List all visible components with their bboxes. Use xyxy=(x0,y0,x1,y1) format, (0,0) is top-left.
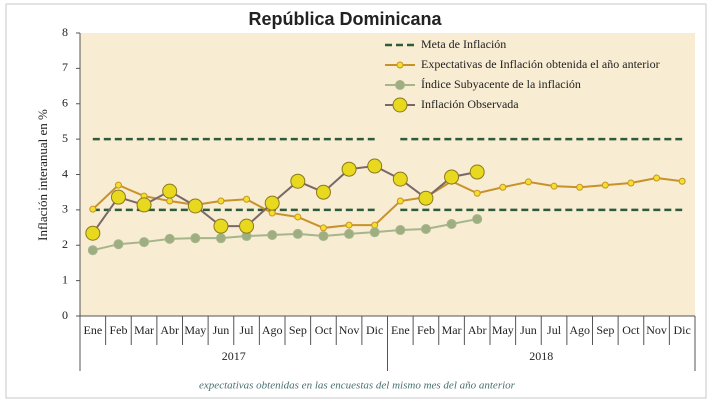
x-tick-label: Nov xyxy=(339,323,360,337)
y-tick-label: 4 xyxy=(62,166,68,180)
x-tick-label: Sep xyxy=(596,323,614,337)
y-tick-label: 2 xyxy=(62,237,68,251)
marker xyxy=(268,209,276,217)
chart-title: República Dominicana xyxy=(248,9,442,29)
marker xyxy=(341,161,357,177)
marker xyxy=(420,223,431,234)
x-tick-label: Feb xyxy=(109,323,127,337)
y-tick-label: 8 xyxy=(62,25,68,39)
marker xyxy=(395,225,406,236)
marker xyxy=(290,173,306,189)
year-label: 2017 xyxy=(222,349,246,363)
legend-marker xyxy=(392,97,408,113)
marker xyxy=(264,195,280,211)
legend-marker xyxy=(396,61,404,69)
x-tick-label: May xyxy=(184,323,206,337)
y-tick-label: 6 xyxy=(62,96,68,110)
x-tick-label: Dic xyxy=(366,323,383,337)
marker xyxy=(678,177,686,185)
marker xyxy=(345,221,353,229)
marker xyxy=(190,233,201,244)
x-tick-label: Mar xyxy=(134,323,154,337)
marker xyxy=(418,190,434,206)
x-tick-label: Dic xyxy=(674,323,691,337)
y-tick-label: 5 xyxy=(62,131,68,145)
y-tick-label: 1 xyxy=(62,272,68,286)
y-tick-label: 3 xyxy=(62,202,68,216)
x-tick-label: Ene xyxy=(83,323,102,337)
marker xyxy=(369,227,380,238)
x-tick-label: Ago xyxy=(569,323,590,337)
marker xyxy=(550,182,558,190)
x-tick-label: Abr xyxy=(468,323,487,337)
x-tick-label: Jun xyxy=(213,323,230,337)
x-tick-label: Ago xyxy=(262,323,283,337)
x-tick-label: Feb xyxy=(417,323,435,337)
marker xyxy=(315,184,331,200)
y-tick-label: 0 xyxy=(62,308,68,322)
x-tick-label: Oct xyxy=(315,323,333,337)
legend-label: Inflación Observada xyxy=(421,97,519,111)
legend-label: Meta de Inflación xyxy=(421,37,506,51)
x-tick-label: Jul xyxy=(547,323,562,337)
marker xyxy=(217,197,225,205)
marker xyxy=(499,183,507,191)
legend-marker xyxy=(395,80,405,90)
marker xyxy=(139,237,150,248)
year-label: 2018 xyxy=(529,349,553,363)
marker xyxy=(318,231,329,242)
marker xyxy=(627,179,635,187)
marker xyxy=(215,233,226,244)
marker xyxy=(446,219,457,230)
marker xyxy=(110,189,126,205)
marker xyxy=(444,169,460,185)
x-tick-label: Jul xyxy=(240,323,255,337)
y-axis-label: Inflación interanual en % xyxy=(35,109,50,241)
legend-label: Índice Subyacente de la inflación xyxy=(421,77,581,91)
legend-label: Expectativas de Inflación obtenida el añ… xyxy=(421,57,660,71)
x-tick-label: May xyxy=(492,323,514,337)
marker xyxy=(294,213,302,221)
x-tick-label: Nov xyxy=(646,323,667,337)
marker xyxy=(243,195,251,203)
marker xyxy=(114,181,122,189)
marker xyxy=(113,239,124,250)
footnote: expectativas obtenidas en las encuestas … xyxy=(199,380,516,392)
series-line xyxy=(91,164,478,234)
marker xyxy=(292,228,303,239)
marker xyxy=(89,205,97,213)
plot-area xyxy=(80,33,695,316)
marker xyxy=(187,198,203,214)
marker xyxy=(601,181,609,189)
marker xyxy=(239,218,255,234)
marker xyxy=(524,178,532,186)
marker xyxy=(367,158,383,174)
x-tick-label: Jun xyxy=(520,323,537,337)
x-tick-label: Sep xyxy=(289,323,307,337)
marker xyxy=(473,189,481,197)
marker xyxy=(472,214,483,225)
marker xyxy=(166,197,174,205)
marker xyxy=(213,218,229,234)
marker xyxy=(469,164,485,180)
x-tick-label: Oct xyxy=(622,323,640,337)
marker xyxy=(319,224,327,232)
x-tick-label: Mar xyxy=(442,323,462,337)
marker xyxy=(162,183,178,199)
series-line xyxy=(92,218,478,252)
marker xyxy=(87,245,98,256)
x-tick-label: Ene xyxy=(391,323,410,337)
marker xyxy=(344,228,355,239)
y-tick-label: 7 xyxy=(62,60,68,74)
marker xyxy=(136,197,152,213)
marker xyxy=(576,183,584,191)
x-tick-label: Abr xyxy=(160,323,179,337)
marker xyxy=(85,225,101,241)
marker xyxy=(653,174,661,182)
marker xyxy=(392,171,408,187)
marker xyxy=(396,197,404,205)
marker xyxy=(164,233,175,244)
marker xyxy=(267,229,278,240)
